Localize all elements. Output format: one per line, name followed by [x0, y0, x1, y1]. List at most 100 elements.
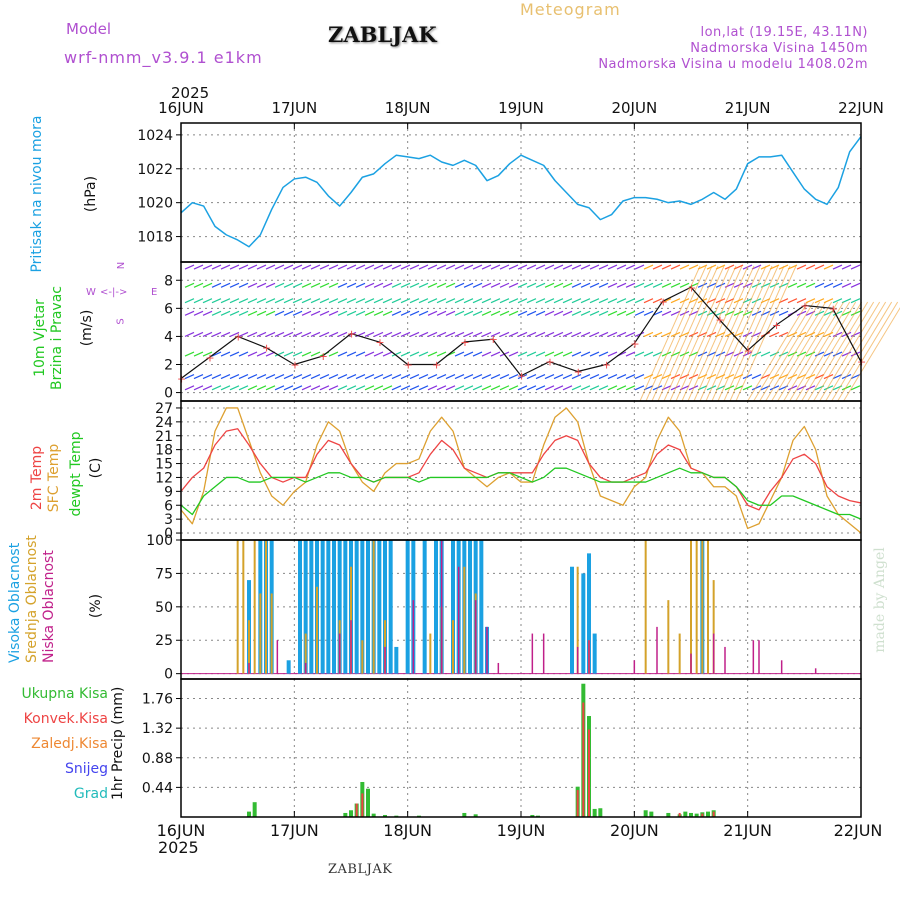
wind-barb [436, 331, 447, 337]
wind-barb [364, 331, 375, 337]
wind-barb [427, 351, 438, 357]
wind-barb [265, 298, 276, 304]
wind-barb [796, 282, 807, 288]
compass-n: N [116, 261, 128, 270]
cloud-bar [690, 653, 692, 674]
precip-bar [383, 814, 387, 817]
precip-bar [706, 811, 710, 817]
wind-barb [616, 373, 627, 380]
cloud-unit: (%) [88, 593, 104, 619]
cloud-bar [701, 540, 704, 674]
wind-gust-marker: + [205, 351, 214, 364]
y-tick-label: 1022 [137, 162, 173, 178]
wind-barb [490, 373, 501, 380]
wind-barb [283, 385, 294, 391]
wind-barb [778, 373, 789, 380]
cloud-bar [588, 640, 590, 674]
wind-barb [391, 373, 402, 380]
wind-barb [580, 373, 591, 380]
wind-barb [184, 282, 195, 288]
credit-label: made by Angel [872, 547, 888, 653]
wind-barb [220, 351, 231, 357]
wind-barb [391, 282, 402, 288]
wind-hatch [729, 265, 791, 402]
wind-barb [418, 385, 429, 391]
wind-barb [571, 373, 582, 380]
wind-hatch [723, 265, 785, 402]
wind-barb [382, 331, 393, 337]
wind-barb [382, 298, 393, 304]
wind-barb [580, 351, 591, 357]
wind-barb [310, 351, 321, 357]
wind-barb [229, 385, 240, 391]
wind-barb [229, 298, 240, 304]
wind-barb [463, 351, 474, 357]
wind-gust-marker: + [659, 295, 668, 308]
wind-barb [517, 282, 528, 288]
wind-barb [499, 264, 510, 270]
y-tick-label: 4 [164, 329, 173, 345]
precip-legend-conv: Konvek.Kisa [23, 711, 108, 727]
x-tick-label-top: 21JUN [724, 99, 771, 117]
wind-barb [787, 385, 798, 391]
wind-barb [715, 282, 726, 288]
wind-barb [391, 264, 402, 270]
cloud-bar [270, 593, 273, 674]
wind-barb [814, 351, 825, 357]
wind-barb [346, 264, 357, 270]
wind-barb [508, 282, 519, 288]
wind-barb [697, 282, 708, 288]
wind-barb [562, 351, 573, 357]
wind-barb [427, 310, 438, 316]
precip-ylabel-name: 1hr Precip [110, 729, 126, 800]
wind-barb [328, 373, 339, 380]
wind-barb [454, 385, 465, 391]
wind-barb [769, 385, 780, 391]
wind-barb [850, 264, 861, 270]
wind-barb [796, 298, 807, 304]
cloud-bar [354, 540, 359, 674]
wind-hatch [657, 265, 719, 402]
cloud-bar [474, 600, 477, 674]
wind-barb [508, 298, 519, 304]
wind-gust-marker: + [772, 319, 781, 332]
wind-hatch [669, 265, 731, 402]
wind-hatch [777, 301, 839, 402]
wind-barb [625, 351, 636, 357]
wind-barb [805, 282, 816, 288]
wind-barb [553, 310, 564, 316]
wind-barb [319, 385, 330, 391]
precip-bar [694, 813, 699, 817]
wind-barb [751, 373, 762, 380]
compass-cross: <-|-> [100, 287, 128, 298]
wind-barb [652, 373, 663, 380]
wind-barb [535, 310, 546, 316]
wind-barb [598, 331, 609, 337]
wind-barb [283, 282, 294, 288]
wind-barb [301, 264, 312, 270]
wind-barb [571, 351, 582, 357]
wind-barb [328, 351, 339, 357]
wind-barb [409, 373, 420, 380]
cloud-bar [695, 540, 698, 674]
wind-barb [454, 310, 465, 316]
precip-bar [343, 812, 348, 817]
wind-barb [454, 331, 465, 337]
y-tick-label: 12 [155, 470, 173, 486]
wind-barb [355, 351, 366, 357]
wind-barb [328, 298, 339, 304]
wind-barb [526, 264, 537, 270]
wind-barb [364, 298, 375, 304]
wind-barb [418, 282, 429, 288]
precip-bar [689, 812, 693, 817]
wind-barb [238, 331, 249, 337]
wind-gust-marker: + [432, 358, 441, 371]
wind-barb [580, 264, 591, 270]
wind-barb [499, 282, 510, 288]
wind-barb [373, 331, 384, 337]
wind-hatch [675, 265, 737, 402]
wind-barb [490, 264, 501, 270]
wind-barb [382, 373, 393, 380]
wind-barb [454, 351, 465, 357]
wind-barb [841, 385, 852, 391]
